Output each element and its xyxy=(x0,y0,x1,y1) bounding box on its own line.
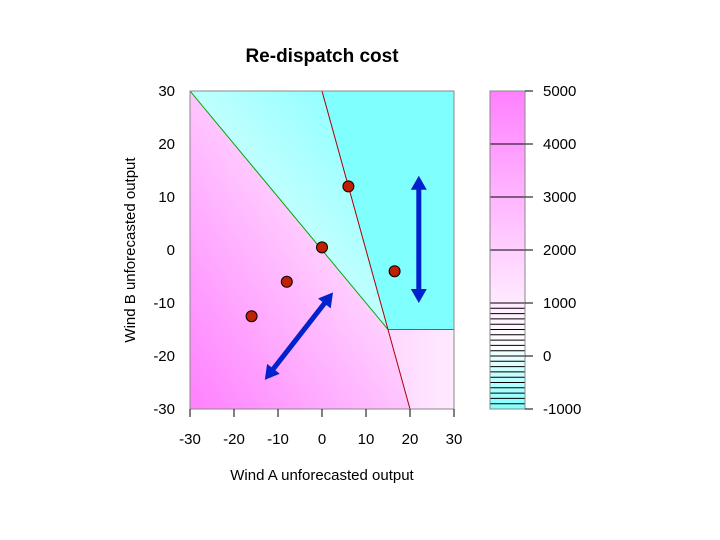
x-tick-label: -20 xyxy=(223,431,245,448)
data-point-1 xyxy=(245,310,258,323)
arrow-head-1-end xyxy=(318,292,333,309)
y-axis: -30 -20 -10 0 10 20 30 xyxy=(153,83,175,418)
y-tick-label: 30 xyxy=(158,83,175,100)
points-layer xyxy=(245,180,401,323)
x-tick-label: 20 xyxy=(402,431,419,448)
colorbar-tick-label: -1000 xyxy=(543,401,581,418)
x-axis-label: Wind A unforecasted output xyxy=(230,467,414,484)
boundary-line-2 xyxy=(321,91,411,409)
y-tick-label: 0 xyxy=(167,242,175,259)
x-tick-label: -30 xyxy=(179,431,201,448)
plot-area xyxy=(190,91,454,409)
colorbar-tick-label: 4000 xyxy=(543,136,576,153)
chart-title: Re-dispatch cost xyxy=(245,46,399,67)
x-tick-label: -10 xyxy=(267,431,289,448)
x-tick-label: 30 xyxy=(446,431,463,448)
y-tick-label: -30 xyxy=(153,401,175,418)
colorbar-tick-label: 1000 xyxy=(543,295,576,312)
y-tick-label: 20 xyxy=(158,136,175,153)
colorbar-tick-label: 0 xyxy=(543,348,551,365)
data-point-3 xyxy=(316,241,328,254)
colorbar-tick-label: 3000 xyxy=(543,189,576,206)
data-point-2 xyxy=(280,275,293,288)
colorbar: -1000 0 1000 2000 3000 4000 5000 xyxy=(489,83,581,418)
x-axis: -30 -20 -10 0 10 20 30 xyxy=(179,409,462,448)
arrow-head-2-end xyxy=(410,289,427,303)
colorbar-tick-label: 5000 xyxy=(543,83,576,100)
arrows-layer xyxy=(264,175,427,380)
y-axis-label: Wind B unforecasted output xyxy=(122,157,139,343)
arrow-head-2-start xyxy=(410,175,427,190)
data-point-5 xyxy=(388,265,401,278)
data-point-4 xyxy=(342,180,355,193)
y-tick-label: 10 xyxy=(158,189,175,206)
y-tick-label: -20 xyxy=(153,348,175,365)
x-tick-label: 10 xyxy=(358,431,375,448)
y-tick-label: -10 xyxy=(153,295,175,312)
region-low-a xyxy=(190,91,410,409)
x-tick-label: 0 xyxy=(318,431,326,448)
arrow-head-1-start xyxy=(264,363,280,380)
arrow-shaft-1 xyxy=(268,298,329,374)
colorbar-tick-label: 2000 xyxy=(543,242,576,259)
